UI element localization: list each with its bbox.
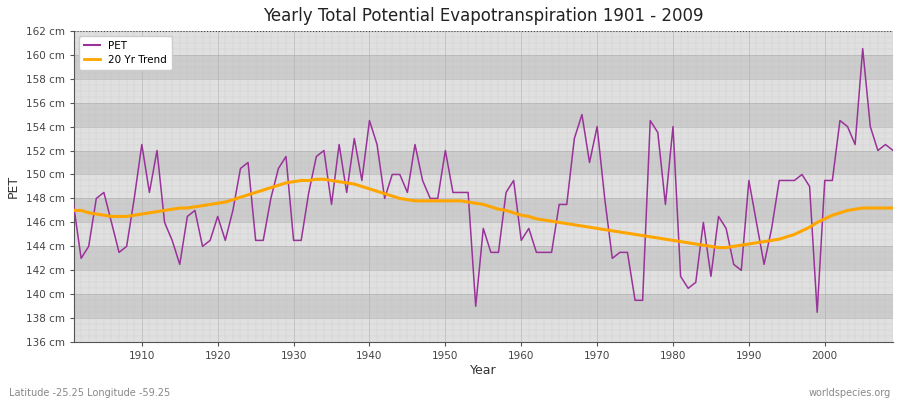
Legend: PET, 20 Yr Trend: PET, 20 Yr Trend xyxy=(78,36,172,70)
Bar xyxy=(74,126,893,150)
Bar xyxy=(74,174,893,198)
Text: worldspecies.org: worldspecies.org xyxy=(809,388,891,398)
Bar xyxy=(74,198,893,222)
Bar xyxy=(74,79,893,102)
Bar xyxy=(74,294,893,318)
Y-axis label: PET: PET xyxy=(7,175,20,198)
Bar xyxy=(74,318,893,342)
Bar xyxy=(74,31,893,55)
Bar xyxy=(74,102,893,126)
Bar xyxy=(74,222,893,246)
Bar xyxy=(74,55,893,79)
Text: Latitude -25.25 Longitude -59.25: Latitude -25.25 Longitude -59.25 xyxy=(9,388,170,398)
Bar xyxy=(74,270,893,294)
Title: Yearly Total Potential Evapotranspiration 1901 - 2009: Yearly Total Potential Evapotranspiratio… xyxy=(263,7,704,25)
X-axis label: Year: Year xyxy=(470,364,497,377)
Bar xyxy=(74,246,893,270)
Bar xyxy=(74,150,893,174)
